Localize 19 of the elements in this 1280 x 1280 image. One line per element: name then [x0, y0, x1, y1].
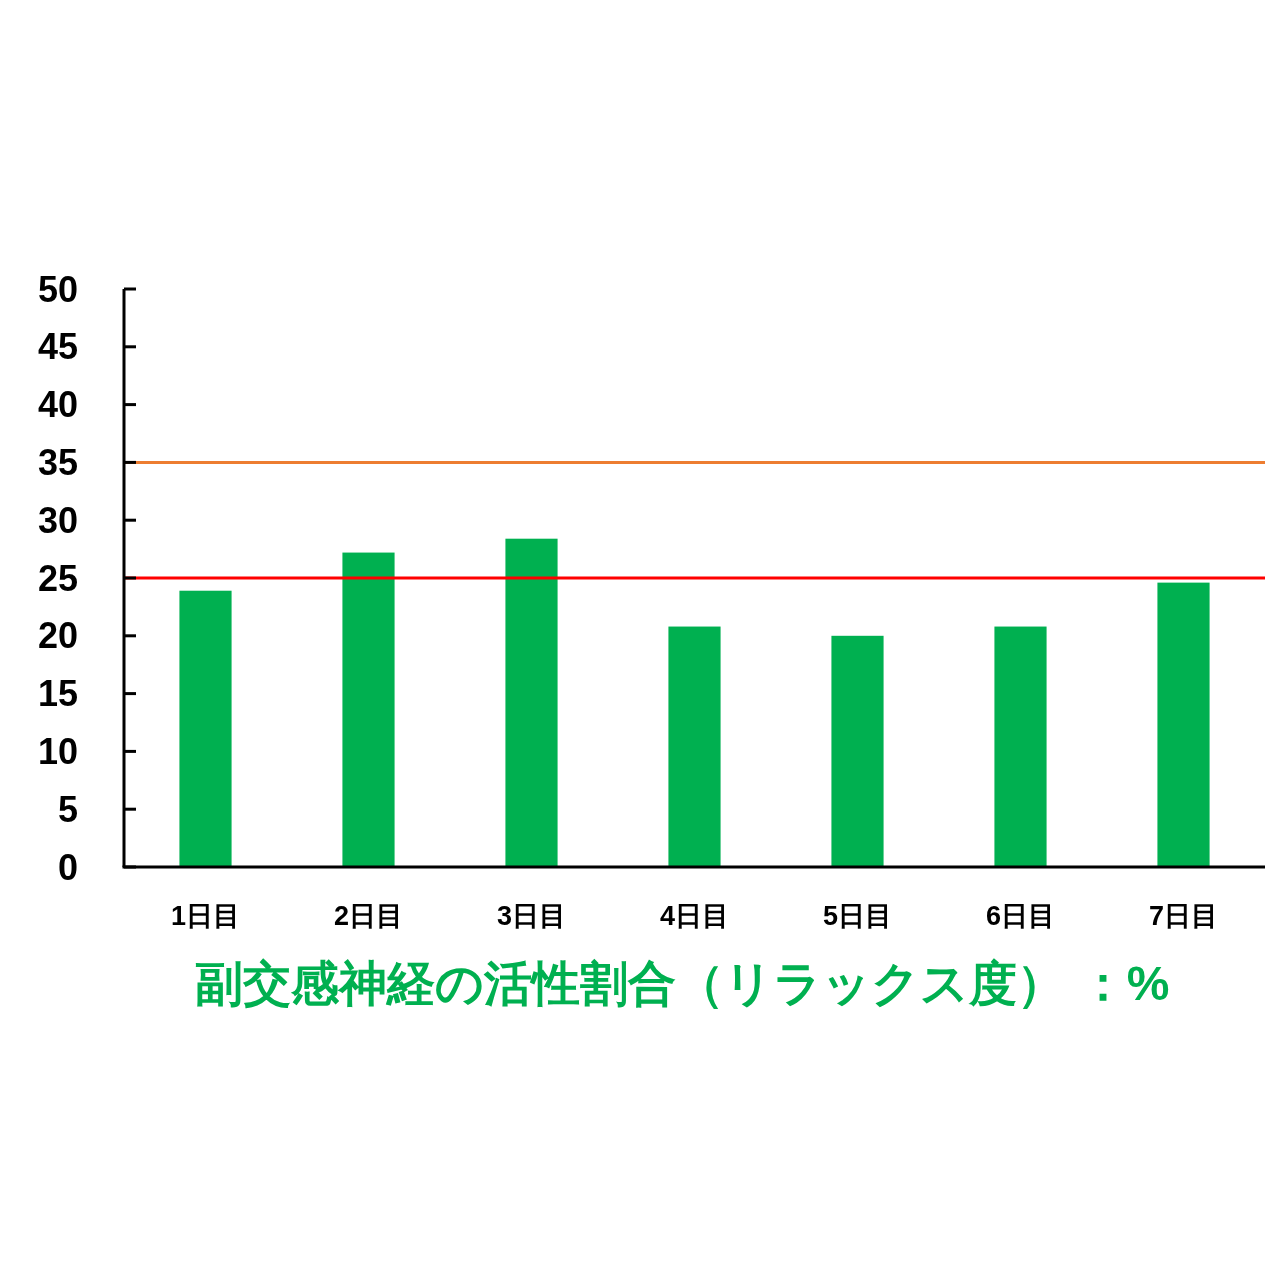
y-tick-label: 30 [37, 499, 78, 541]
y-tick-label: 10 [37, 730, 78, 772]
x-tick-label: 6日目 [985, 901, 1056, 931]
y-tick-label: 5 [57, 788, 78, 830]
y-tick-label: 50 [37, 268, 78, 310]
x-tick-label: 2日目 [333, 901, 404, 931]
y-tick-label: 15 [37, 673, 78, 715]
x-tick-label: 1日目 [170, 901, 241, 931]
y-tick-label: 35 [37, 441, 78, 483]
y-tick-label: 45 [37, 326, 78, 368]
x-tick-label: 5日目 [822, 901, 893, 931]
y-tick-label: 25 [37, 557, 78, 599]
x-tick-label: 4日目 [659, 901, 730, 931]
x-tick-label: 7日目 [1148, 901, 1219, 931]
y-tick-label: 40 [37, 384, 78, 426]
x-tick-label: 3日目 [496, 901, 567, 931]
x-axis-title: 副交感神経の活性割合（リラックス度） ：% [195, 957, 1170, 1010]
y-tick-label: 0 [57, 846, 78, 888]
y-tick-label: 20 [37, 615, 78, 657]
